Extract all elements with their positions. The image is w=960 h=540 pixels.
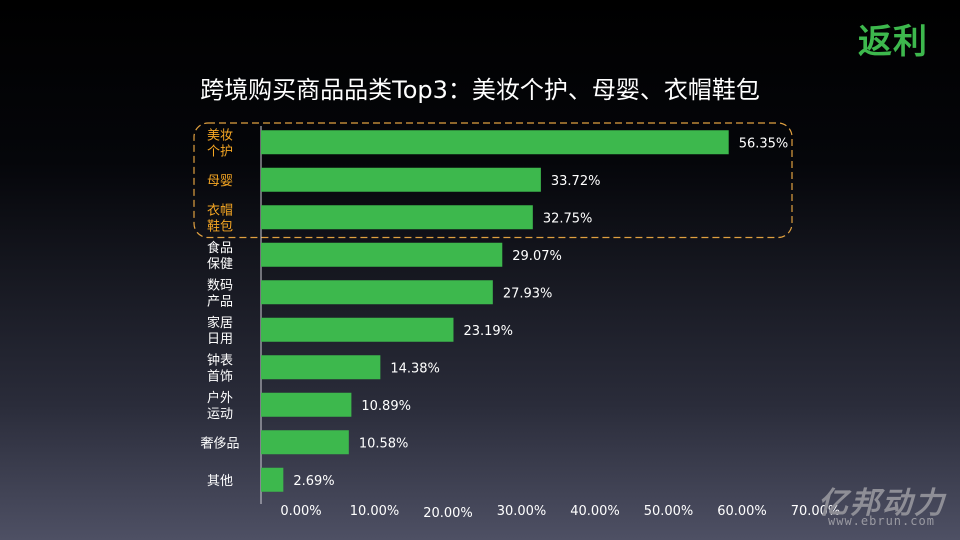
category-label-5-line-2: 产品 xyxy=(207,294,233,309)
watermark-logo: 亿邦动力 xyxy=(818,486,946,521)
bar-4 xyxy=(261,242,503,267)
data-label-10: 2.69% xyxy=(293,474,334,489)
category-label-6-line-1: 家居 xyxy=(207,315,233,331)
category-label-2: 母婴 xyxy=(207,174,233,189)
category-label-8-line-2: 运动 xyxy=(207,407,233,422)
bar-3 xyxy=(261,205,533,230)
category-label-7-line-1: 钟表 xyxy=(207,352,233,368)
category-label-9: 奢侈品 xyxy=(200,436,239,451)
category-label-6-line-2: 日用 xyxy=(207,332,233,347)
data-label-6: 23.19% xyxy=(463,324,513,339)
bar-1 xyxy=(261,130,729,155)
category-label-10: 其他 xyxy=(207,474,233,489)
x-tick-label-1: 0.00% xyxy=(280,504,321,519)
category-label-4-line-2: 保健 xyxy=(207,257,233,272)
data-label-1: 56.35% xyxy=(739,136,789,151)
x-tick-label-8: 70.00% xyxy=(791,504,841,519)
x-tick-label-4: 30.00% xyxy=(497,504,547,519)
bar-6 xyxy=(261,317,454,342)
bar-5 xyxy=(261,280,493,305)
x-tick-label-3: 20.00% xyxy=(423,506,473,521)
bar-9 xyxy=(261,430,349,455)
category-label-4-line-1: 食品 xyxy=(207,240,233,256)
category-label-7-line-2: 首饰 xyxy=(207,369,233,384)
x-tick-label-7: 60.00% xyxy=(717,504,767,519)
bar-8 xyxy=(261,392,352,417)
data-label-5: 27.93% xyxy=(503,286,553,301)
data-label-2: 33.72% xyxy=(551,174,601,189)
x-tick-label-2: 10.00% xyxy=(350,504,400,519)
highlight-box xyxy=(193,122,793,239)
data-label-4: 29.07% xyxy=(512,249,562,264)
data-label-8: 10.89% xyxy=(361,399,411,414)
logo: 返利 xyxy=(858,22,928,62)
category-label-3-line-1: 衣帽 xyxy=(207,202,233,218)
page-title: 跨境购买商品品类Top3：美妆个护、母婴、衣帽鞋包 xyxy=(200,76,760,104)
bar-2 xyxy=(261,167,541,192)
data-label-9: 10.58% xyxy=(359,436,409,451)
x-tick-label-6: 50.00% xyxy=(644,504,694,519)
x-tick-label-5: 40.00% xyxy=(570,504,620,519)
category-label-3-line-2: 鞋包 xyxy=(207,218,233,234)
category-label-8-line-1: 户外 xyxy=(207,390,233,406)
category-label-5-line-1: 数码 xyxy=(207,278,233,293)
category-label-1-line-2: 个护 xyxy=(207,144,233,159)
bar-7 xyxy=(261,355,381,380)
data-label-7: 14.38% xyxy=(390,361,440,376)
bar-10 xyxy=(261,467,284,492)
category-label-1-line-1: 美妆 xyxy=(207,128,233,143)
data-label-3: 32.75% xyxy=(543,211,593,226)
watermark-url: www.ebrun.com xyxy=(828,514,935,528)
